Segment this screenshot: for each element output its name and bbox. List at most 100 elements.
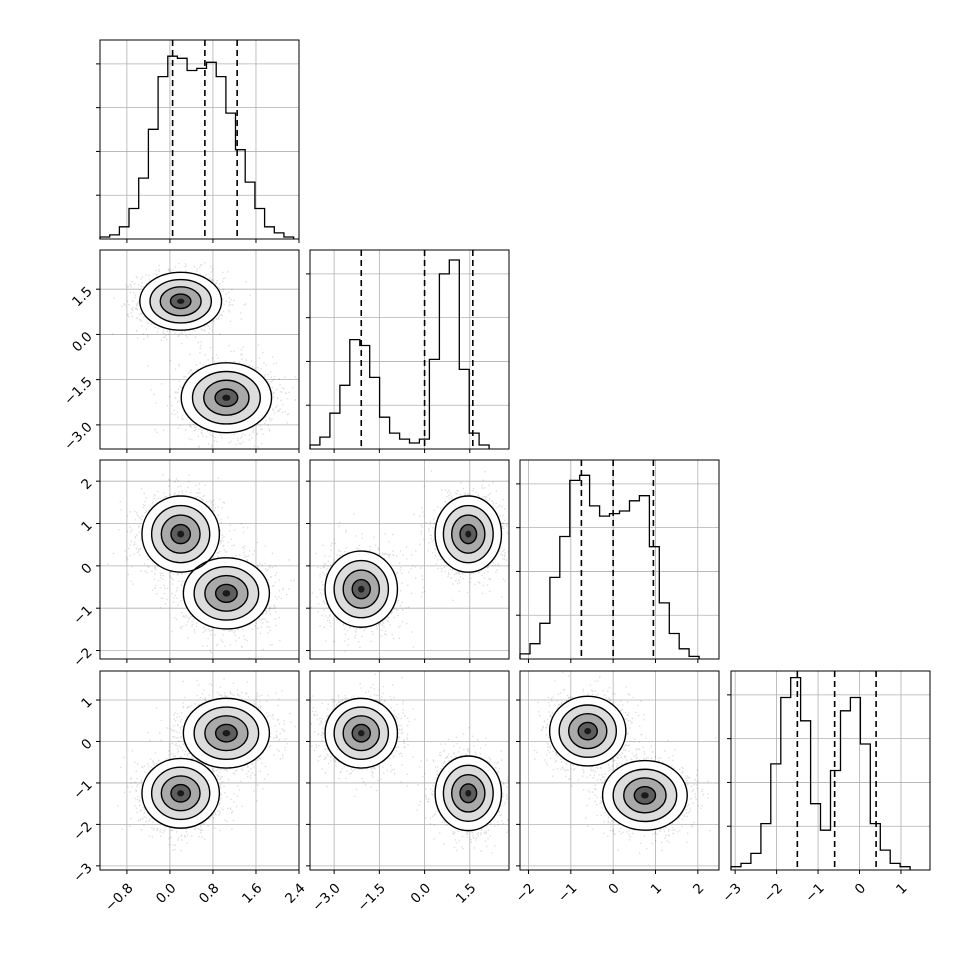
axes-frame xyxy=(99,459,300,660)
histogram-panel-1 xyxy=(306,249,510,450)
density-peak xyxy=(177,530,185,538)
density-peak xyxy=(358,730,365,737)
contour-line xyxy=(169,293,192,310)
contour-line xyxy=(141,495,221,573)
contour-line xyxy=(170,783,192,803)
contour-line xyxy=(577,721,598,741)
joint-panel-3-2 xyxy=(516,670,720,871)
y-tick-label: −1 xyxy=(70,777,95,802)
axes-frame xyxy=(99,39,300,240)
x-tick-label: 1 xyxy=(893,880,910,897)
contour-line xyxy=(214,583,238,603)
contour-line xyxy=(451,773,486,813)
contour-line xyxy=(214,388,239,408)
contour-line xyxy=(601,759,688,831)
joint-panel-2-1 xyxy=(306,459,510,660)
density-peak xyxy=(222,394,231,401)
contour-line xyxy=(141,757,221,829)
contour-line xyxy=(149,278,213,324)
density-peak xyxy=(584,727,592,735)
axes-frame xyxy=(99,670,300,871)
joint-panel-3-1 xyxy=(306,670,510,871)
contour-line xyxy=(351,578,372,600)
y-tick-label: 1 xyxy=(78,694,95,711)
axes-frame xyxy=(309,670,510,871)
contour-line xyxy=(612,768,678,823)
contour-line xyxy=(451,514,486,554)
contour-line xyxy=(160,514,201,554)
contour-line xyxy=(351,723,372,743)
x-tick-label: 0.8 xyxy=(196,880,223,907)
contour-line xyxy=(150,504,211,564)
contour-line xyxy=(182,697,271,769)
y-tick-label: −2 xyxy=(70,819,95,844)
contour-line xyxy=(442,504,494,564)
contour-line xyxy=(182,557,271,630)
x-tick-label: 1 xyxy=(648,880,665,897)
contour-line xyxy=(434,755,503,832)
density-peak xyxy=(465,789,472,797)
contour-line xyxy=(150,766,211,821)
y-tick-label: 0 xyxy=(78,736,95,753)
density-peak xyxy=(222,730,231,737)
histogram-panel-0 xyxy=(96,39,300,240)
axes-frame xyxy=(309,249,510,450)
density-peak xyxy=(177,790,185,797)
contour-line xyxy=(193,565,260,621)
x-tick-label: −2 xyxy=(513,880,538,905)
contour-line xyxy=(180,362,273,434)
contour-line xyxy=(324,550,399,628)
joint-panel-2-0: −2 −1 0 1 2 xyxy=(70,459,300,670)
contour-line xyxy=(442,764,494,822)
histogram-step-1 xyxy=(309,259,490,449)
contour-line xyxy=(558,704,618,758)
x-tick-label: 2 xyxy=(690,880,707,897)
density-peak xyxy=(641,792,649,799)
y-tick-label: −2 xyxy=(70,645,95,670)
joint-panel-1-0: −3.0 −1.5 0.0 1.5 xyxy=(61,249,300,454)
contour-line xyxy=(191,370,261,425)
histogram-step-3 xyxy=(730,676,911,870)
axes-frame xyxy=(519,670,720,871)
y-tick-label: −3.0 xyxy=(61,419,95,453)
axes-frame xyxy=(99,249,300,450)
x-tick-label: −0.8 xyxy=(102,880,136,914)
y-tick-label: 1.5 xyxy=(69,284,96,311)
contour-line xyxy=(633,785,657,805)
axes-frame xyxy=(519,459,720,660)
x-tick-label: −1 xyxy=(555,880,580,905)
contour-line xyxy=(139,271,223,331)
contour-line xyxy=(333,706,390,761)
density-peak xyxy=(176,298,185,304)
x-tick-label: −3 xyxy=(719,880,744,905)
contour-line xyxy=(567,713,608,750)
contour-line xyxy=(342,715,381,752)
axes-frame xyxy=(309,459,510,660)
x-tick-label: −2 xyxy=(761,880,786,905)
x-tick-label: −1 xyxy=(802,880,827,905)
y-tick-label: 2 xyxy=(78,476,95,493)
contour-line xyxy=(204,574,249,612)
histogram-step-2 xyxy=(519,474,700,659)
contour-line xyxy=(324,697,399,769)
contour-line xyxy=(333,559,390,619)
histogram-panel-3 xyxy=(727,670,931,871)
density-peak xyxy=(358,585,365,593)
x-tick-label: 0 xyxy=(852,880,869,897)
contour-line xyxy=(623,777,667,814)
y-tick-label: −3 xyxy=(70,860,95,885)
contour-line xyxy=(160,775,201,812)
contour-line xyxy=(434,495,503,573)
contour-line xyxy=(170,523,192,545)
x-tick-label: 0.0 xyxy=(153,880,180,907)
contour-line xyxy=(342,569,381,609)
contour-line xyxy=(204,715,249,752)
y-tick-label: 0.0 xyxy=(69,329,96,356)
contour-line xyxy=(159,286,202,317)
y-tick-label: −1.5 xyxy=(61,374,95,408)
contour-line xyxy=(193,706,260,761)
density-peak xyxy=(222,590,231,597)
contour-line xyxy=(548,695,627,767)
contour-line xyxy=(203,379,250,416)
